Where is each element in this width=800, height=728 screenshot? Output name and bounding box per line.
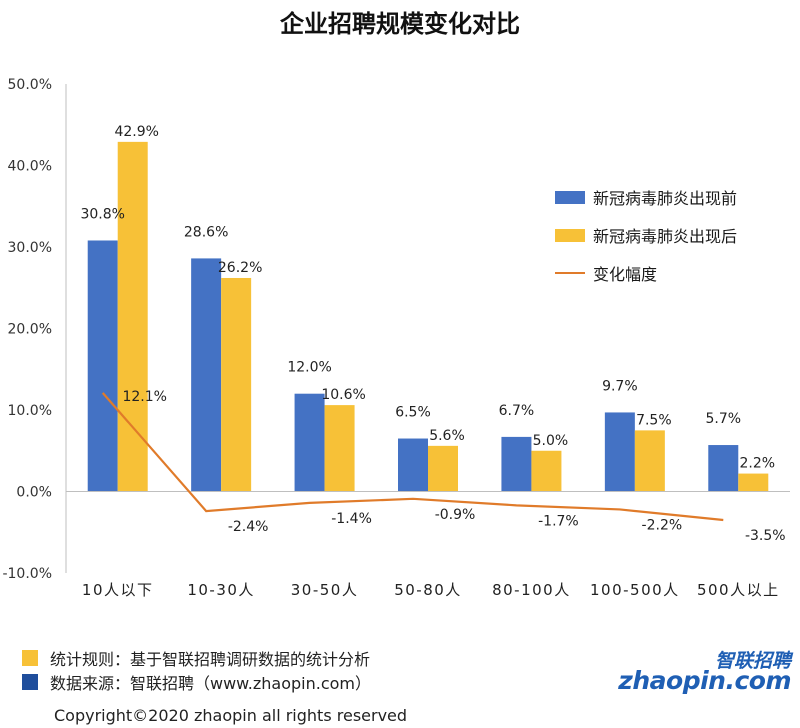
- data-label-before: 9.7%: [602, 378, 638, 394]
- legend-item-after: 新冠病毒肺炎出现后: [555, 216, 795, 254]
- footer-note-rule: 统计规则：基于智联招聘调研数据的统计分析: [22, 646, 370, 670]
- data-label-after: 2.2%: [739, 456, 775, 472]
- y-tick-label: 0.0%: [16, 485, 52, 501]
- bar-after: [634, 430, 665, 492]
- data-label-before: 6.5%: [395, 405, 431, 421]
- note-rule-text: 统计规则：基于智联招聘调研数据的统计分析: [50, 650, 371, 669]
- logo-en-text: zhaopin.com: [618, 666, 791, 695]
- legend-swatch-before: [555, 190, 585, 204]
- footer-note-source: 数据来源：智联招聘（www.zhaopin.com）: [22, 670, 371, 694]
- note-source-text: 数据来源：智联招聘（www.zhaopin.com）: [50, 674, 372, 693]
- data-label-after: 42.9%: [114, 124, 158, 140]
- y-tick-label: 10.0%: [8, 403, 52, 419]
- y-tick-label: -10.0%: [2, 566, 52, 582]
- data-label-change: -1.7%: [538, 513, 579, 529]
- y-tick-label: 50.0%: [8, 77, 52, 93]
- change-line: [101, 392, 724, 522]
- x-tick-label: 100-500人: [590, 581, 680, 599]
- y-tick-label: 40.0%: [8, 159, 52, 175]
- bar-after: [428, 445, 458, 492]
- data-label-change: -3.5%: [745, 528, 786, 544]
- bar-before: [501, 436, 532, 492]
- data-label-before: 28.6%: [184, 224, 228, 240]
- data-label-before: 30.8%: [80, 206, 124, 222]
- note-source-square-icon: [22, 674, 38, 690]
- bar-before: [708, 445, 739, 492]
- y-tick-label: 30.0%: [8, 240, 52, 256]
- legend-item-before: 新冠病毒肺炎出现前: [555, 178, 795, 216]
- chart-title: 企业招聘规模变化对比: [280, 10, 520, 38]
- logo-cn-text: 智联招聘: [714, 650, 791, 672]
- y-tick-label: 20.0%: [8, 322, 52, 338]
- x-tick-label: 500人以上: [697, 581, 780, 599]
- data-label-after: 7.5%: [636, 412, 672, 428]
- data-label-change: -1.4%: [331, 511, 372, 527]
- bar-after: [738, 473, 769, 492]
- copyright-text: Copyright©2020 zhaopin all rights reserv…: [54, 706, 408, 725]
- data-label-change: -2.4%: [228, 519, 269, 535]
- x-tick-label: 50-80人: [394, 581, 462, 599]
- bar-after: [324, 405, 355, 492]
- bar-before: [191, 258, 222, 492]
- data-label-before: 12.0%: [287, 360, 331, 376]
- data-label-change: -0.9%: [435, 507, 476, 523]
- legend-swatch-after: [555, 228, 585, 242]
- x-tick-label: 80-100人: [492, 581, 571, 599]
- legend: 新冠病毒肺炎出现前 新冠病毒肺炎出现后 变化幅度: [555, 178, 795, 292]
- bar-before: [604, 412, 635, 492]
- chart-plot: 50.0% 40.0% 30.0% 20.0% 10.0% 0.0% -10.0% 30.8%…: [2, 77, 790, 599]
- bar-before: [294, 393, 325, 492]
- legend-label-after: 新冠病毒肺炎出现后: [593, 227, 738, 246]
- data-label-after: 5.0%: [533, 433, 569, 449]
- bar-after: [531, 450, 562, 492]
- bar-before: [398, 438, 428, 492]
- bar-after: [221, 277, 252, 492]
- data-label-after: 26.2%: [218, 260, 262, 276]
- data-label-before: 5.7%: [705, 411, 741, 427]
- legend-swatch-change: [555, 272, 585, 274]
- x-tick-label: 10-30人: [187, 581, 255, 599]
- data-label-before: 6.7%: [499, 403, 535, 419]
- x-tick-label: 30-50人: [291, 581, 359, 599]
- zhaopin-logo: 智联招聘 zhaopin.com: [616, 646, 791, 695]
- footer: 统计规则：基于智联招聘调研数据的统计分析 数据来源：智联招聘（www.zhaop…: [0, 632, 800, 728]
- legend-label-before: 新冠病毒肺炎出现前: [593, 189, 738, 208]
- legend-item-change: 变化幅度: [555, 254, 795, 292]
- legend-label-change: 变化幅度: [593, 265, 658, 284]
- data-label-after: 5.6%: [429, 428, 465, 444]
- data-label-after: 10.6%: [321, 387, 365, 403]
- data-label-change: 12.1%: [122, 389, 166, 405]
- x-tick-label: 10人以下: [82, 581, 154, 599]
- bar-after: [117, 141, 148, 492]
- note-rule-square-icon: [22, 650, 38, 666]
- data-label-change: -2.2%: [642, 517, 683, 533]
- bar-before: [87, 240, 118, 492]
